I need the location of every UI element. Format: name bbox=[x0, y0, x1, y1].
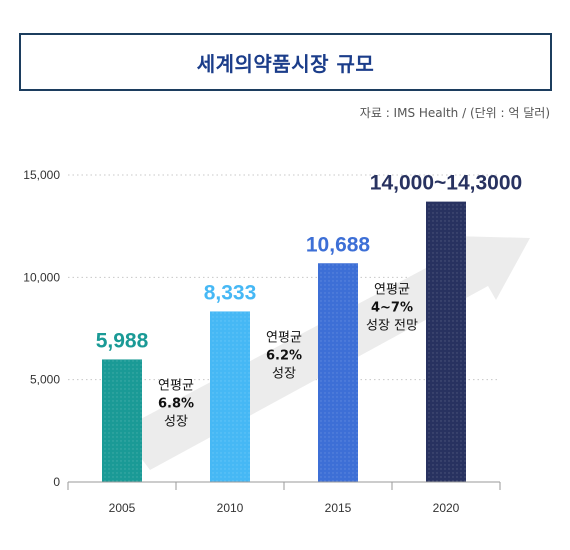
chart-title-box: 세계의약품시장 규모 bbox=[19, 33, 552, 91]
value-label-2015: 10,688 bbox=[306, 233, 371, 256]
x-tick-label: 2020 bbox=[433, 501, 460, 515]
y-tick-label: 10,000 bbox=[23, 270, 60, 284]
growth-annotation-rate: 6.8% bbox=[158, 396, 194, 411]
growth-annotation: 연평균 4~7% 성장 전망 bbox=[366, 282, 418, 333]
growth-annotation-line3: 성장 bbox=[272, 366, 296, 381]
value-label-2005: 5,988 bbox=[96, 329, 149, 352]
growth-annotation: 연평균 6.2% 성장 bbox=[266, 330, 302, 381]
growth-annotation-line3: 성장 bbox=[164, 414, 188, 429]
x-tick-label: 2010 bbox=[217, 501, 244, 515]
growth-annotation-rate: 4~7% bbox=[371, 300, 413, 315]
y-tick-label: 15,000 bbox=[23, 168, 60, 182]
chart-title: 세계의약품시장 규모 bbox=[196, 51, 375, 76]
bar-texture bbox=[426, 201, 466, 482]
value-label-2020: 14,000~14,3000 bbox=[370, 172, 522, 195]
bar-texture bbox=[102, 359, 142, 482]
growth-annotation-line3: 성장 전망 bbox=[366, 318, 418, 333]
value-label-2010: 8,333 bbox=[204, 281, 257, 304]
y-tick-label: 5,000 bbox=[30, 373, 60, 387]
growth-annotation-line1: 연평균 bbox=[374, 282, 410, 297]
source-note: 자료 : IMS Health / (단위 : 억 달러) bbox=[359, 106, 550, 120]
y-tick-label: 0 bbox=[53, 475, 60, 489]
growth-annotation-rate: 6.2% bbox=[266, 348, 302, 363]
bar-texture bbox=[318, 263, 358, 482]
growth-annotation-line1: 연평균 bbox=[158, 378, 194, 393]
x-tick-label: 2015 bbox=[325, 501, 352, 515]
growth-annotation-line1: 연평균 bbox=[266, 330, 302, 345]
bar-texture bbox=[210, 311, 250, 482]
growth-annotation: 연평균 6.8% 성장 bbox=[158, 378, 194, 429]
x-tick-label: 2005 bbox=[109, 501, 136, 515]
